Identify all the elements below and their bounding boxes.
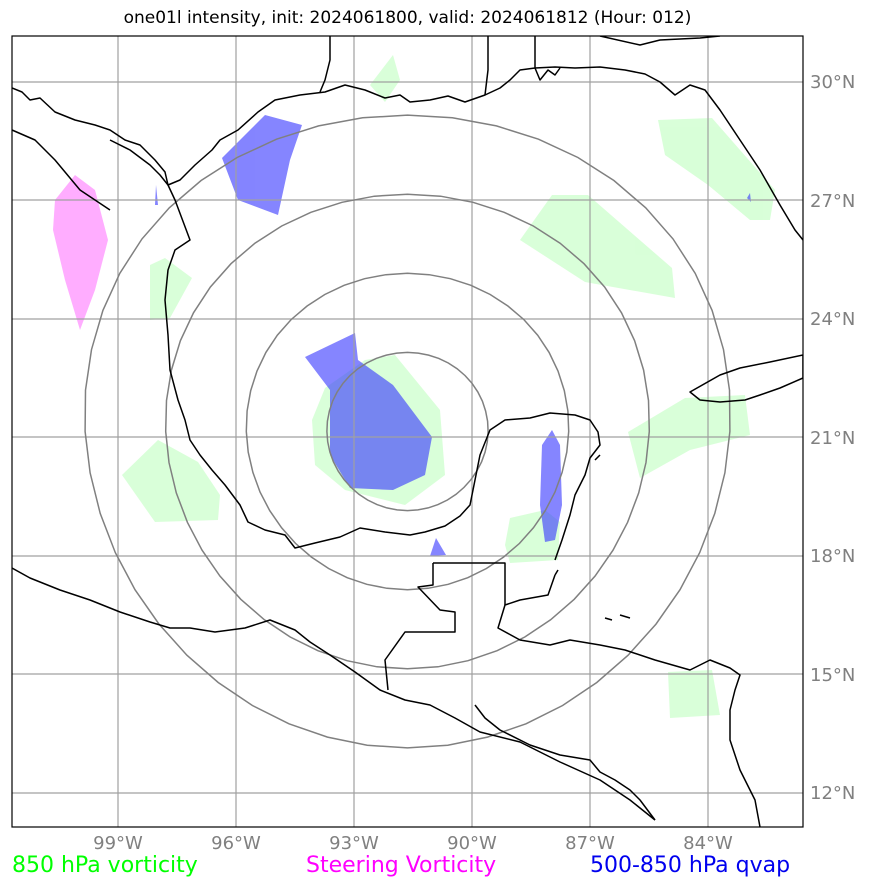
lat-label: 12°N (810, 783, 855, 804)
legend-850-vorticity: 850 hPa vorticity (12, 853, 198, 878)
mexico-pacific-coast (12, 567, 656, 821)
range-ring (84, 114, 731, 749)
florida-west-coast (534, 67, 561, 81)
qvap-area (305, 333, 432, 490)
lon-label: 84°W (683, 833, 733, 854)
mexico-east-coast (164, 184, 601, 561)
vorticity-area (122, 440, 220, 522)
legend-qvap: 500-850 hPa qvap (590, 853, 791, 878)
range-ring (164, 193, 651, 670)
lat-label: 24°N (810, 309, 855, 330)
vorticity-area (668, 670, 720, 718)
mexico-inner-border (12, 129, 111, 211)
plot-frame (11, 35, 804, 828)
lat-label: 27°N (810, 191, 855, 212)
lon-label: 90°W (447, 833, 497, 854)
range-ring (245, 272, 570, 591)
yucatan-islands (554, 454, 631, 621)
longitude-labels: 99°W 96°W 93°W 90°W 87°W 84°W (93, 833, 733, 854)
cuba (689, 354, 803, 403)
range-ring (326, 351, 489, 512)
us-state-line-4 (599, 36, 721, 46)
guatemala-border (384, 563, 456, 691)
us-gulf-coast (12, 66, 803, 241)
lat-label: 30°N (810, 72, 855, 93)
qvap-area (540, 430, 562, 542)
latitude-labels: 30°N 27°N 24°N 21°N 18°N 15°N 12°N (810, 72, 855, 804)
us-state-line (319, 36, 331, 93)
steering-vorticity-areas (53, 175, 108, 330)
belize-border (433, 562, 506, 605)
lon-label: 96°W (211, 833, 261, 854)
lon-label: 93°W (329, 833, 379, 854)
lat-label: 15°N (810, 665, 855, 686)
map-title: one01l intensity, init: 2024061800, vali… (123, 8, 692, 28)
vorticity-area (658, 118, 775, 220)
qvap-area (155, 185, 158, 205)
qvap-area (430, 538, 446, 556)
coastlines (12, 36, 803, 827)
lat-label: 18°N (810, 546, 855, 567)
range-rings (84, 114, 731, 749)
steering-vorticity-area (53, 175, 108, 330)
lon-label: 87°W (565, 833, 615, 854)
vorticity-area (520, 195, 675, 298)
us-state-line-2 (484, 36, 489, 96)
vorticity-area (370, 55, 400, 102)
qvap-area (222, 115, 302, 215)
us-mexico-border (109, 139, 169, 186)
central-america-caribbean-coast (497, 574, 761, 827)
lat-label: 21°N (810, 428, 855, 449)
legend-steering-vorticity: Steering Vorticity (306, 853, 497, 878)
qvap-areas (155, 115, 751, 556)
lon-label: 99°W (93, 833, 143, 854)
vorticity-area (150, 258, 192, 320)
vorticity-850-areas (122, 55, 775, 718)
central-america-pacific-coast (474, 704, 656, 821)
